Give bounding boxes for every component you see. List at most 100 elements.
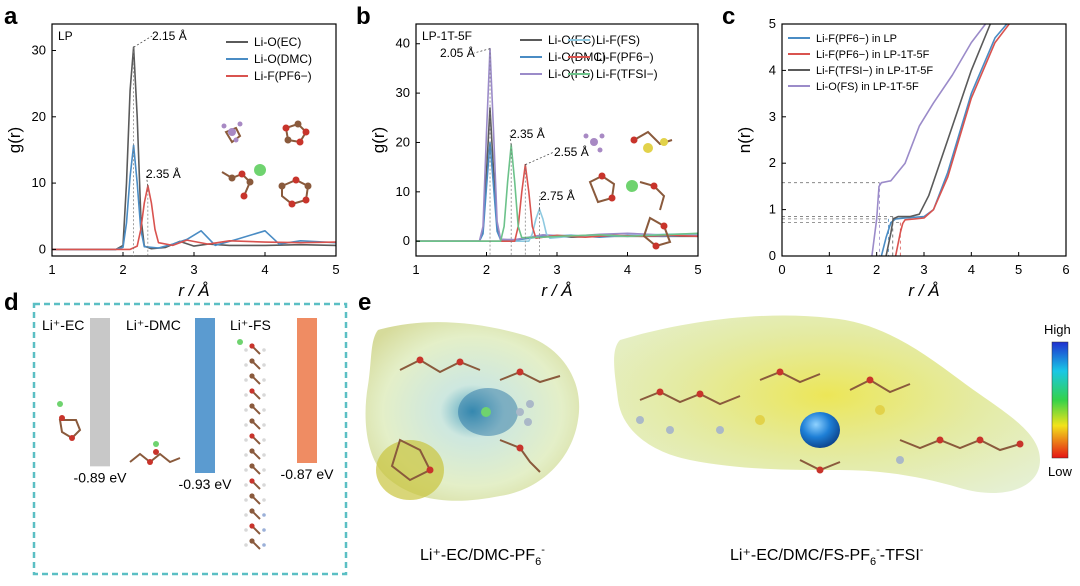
chart-b-ytick-label-0: 0 [403,233,410,248]
chart-a-legend-label-li-f-pf6: Li-F(PF6−) [254,69,312,83]
molecule-li-fs [237,339,266,550]
panel-letter-d: d [4,289,19,316]
chart-c-series-li-o-fs-in-lp-1t-5f [871,23,987,257]
binding-energy-panel: Li⁺-EC Li⁺-DMC Li⁺-FS -0.89 eV -0.93 eV -0… [32,302,348,576]
chart-panel-c: 0 1 2 3 4 5 6 0 1 2 3 4 5 r / Å n(r) Li-F(PF6−) in LP Li… [735,16,1070,300]
fs-chain-atom-0 [249,343,255,349]
fs-chain-h-10 [244,498,248,502]
chart-b-annotation-leader-0 [473,48,491,54]
panel-letter-e: e [358,289,371,316]
fs-chain-h2-6 [262,438,266,442]
fs-chain-atom-9 [249,478,255,484]
chart-b-annotation-2: 2.55 Å [554,144,589,159]
fs-chain-h2-7 [262,453,266,457]
complex-label-li-dmc: Li⁺-DMC [126,317,181,333]
chart-b-ytick-label-10: 10 [396,184,410,199]
chart-a-series-li-o-dmc [52,144,337,251]
chart-a-xtick-label-3: 3 [190,262,197,277]
fs-chain-h2-12 [262,528,266,532]
chart-c-xtick-label-6: 6 [1062,262,1069,277]
chart-a-xtick-label-1: 1 [48,262,55,277]
fs-chain-h-13 [244,543,248,547]
chart-b-ytick-label-40: 40 [396,36,410,51]
chart-c-legend-label-li-o-fs-in-lp-1t-5f: Li-O(FS) in LP-1T-5F [816,81,919,93]
fs-chain-h2-1 [262,363,266,367]
fs-chain-atom-2 [249,373,255,379]
fs-chain-atom-3 [249,388,255,394]
fs-chain-atom-1 [249,358,255,364]
binding-energy-label-0: -0.89 eV [74,469,128,485]
chart-c-series-li-f-pf6-in-lp [880,23,1008,257]
panel-letter-a: a [4,3,18,30]
colorbar [1051,341,1069,459]
fs-chain-atom-7 [249,448,255,454]
chart-a-ytick-label-0: 0 [39,241,46,256]
chart-a-ylabel: g(r) [5,127,24,153]
fs-chain-h-3 [244,393,248,397]
chart-b-series-li-f-tfsi [416,144,699,242]
panel-d-border [32,302,348,576]
chart-b-annotation-3: 2.75 Å [540,188,575,203]
chart-c-xtick-label-3: 3 [920,262,927,277]
chart-a-xtick-label-2: 2 [119,262,126,277]
chart-c-ytick-label-1: 1 [769,202,776,217]
fs-chain-atom-11 [249,508,255,514]
chart-b-xtick-label-4: 4 [624,262,631,277]
fs-chain-h-12 [244,528,248,532]
esp-surface-right [614,315,1040,493]
fs-chain-h2-3 [262,393,266,397]
fs-chain-atom-10 [249,493,255,499]
fs-chain-h2-9 [262,483,266,487]
chart-a-ytick-label-10: 10 [32,175,46,190]
fs-chain-h2-4 [262,408,266,412]
fs-chain-h-0 [244,348,248,352]
fs-chain-li [237,339,243,345]
fs-chain-atom-4 [249,403,255,409]
fs-chain-h2-0 [262,348,266,352]
chart-a-xtick-label-4: 4 [261,262,268,277]
chart-a-tag: LP [58,29,73,43]
fs-chain-atom-5 [249,418,255,424]
binding-energy-bar-0 [90,318,110,467]
chart-c-series-li-f-pf6-in-lp-1t-5f [894,23,1010,257]
molecule-li-ec [57,401,82,441]
fs-chain-atom-6 [249,433,255,439]
chart-c-xtick-label-0: 0 [778,262,785,277]
chart-a-annotation-leader-0 [133,35,153,48]
fs-chain-h-5 [244,423,248,427]
fs-chain-atom-8 [249,463,255,469]
fs-chain-h-4 [244,408,248,412]
fs-chain-atom-12 [249,523,255,529]
chart-c-xlabel: r / Å [908,281,939,300]
chart-panel-a: 1 2 3 4 5 0 10 20 30 r / Å g(r) LP 2.15 Å 2.35 Å Li-O(… [5,23,340,300]
chart-b-xtick-label-5: 5 [694,262,701,277]
chart-b-annotation-leader-2 [525,151,555,166]
fs-chain-atom-13 [249,538,255,544]
chart-panel-b: 1 2 3 4 5 0 10 20 30 40 r / Å g(r) LP-1T-5F 2.05 Å 2.3… [369,23,702,300]
fs-chain-h-6 [244,438,248,442]
chart-c-legend-label-li-f-pf6-in-lp-1t-5f: Li-F(PF6−) in LP-1T-5F [816,49,930,61]
chart-b-legend-label-li-f-fs: Li-F(FS) [596,33,640,47]
chart-a-ytick-label-30: 30 [32,43,46,58]
fs-chain-h2-13 [262,543,266,547]
esp-label-right: Li⁺-EC/DMC/FS-PF6--TFSI- [730,544,924,568]
chart-c-xtick-label-5: 5 [1015,262,1022,277]
chart-b-xtick-label-3: 3 [553,262,560,277]
chart-a-annotation-leader-1 [145,173,149,186]
chart-c-xtick-label-4: 4 [968,262,975,277]
chart-b-legend-label-li-f-pf6: Li-F(PF6−) [596,50,654,64]
molecule-illustration-b [583,130,673,250]
fs-chain-h2-2 [262,378,266,382]
chart-b-annotation-1: 2.35 Å [510,126,545,141]
chart-a-ytick-label-20: 20 [32,109,46,124]
esp-label-left: Li⁺-EC/DMC-PF6- [420,544,545,568]
chart-b-xlabel: r / Å [541,281,572,300]
chart-c-xtick-label-1: 1 [826,262,833,277]
fs-chain-h-7 [244,453,248,457]
binding-energy-bar-1 [195,318,215,473]
colorbar-low-label: Low [1048,464,1072,479]
panel-letter-c: c [722,3,735,30]
chart-c-ytick-label-3: 3 [769,109,776,124]
chart-b-ytick-label-30: 30 [396,85,410,100]
chart-c-ytick-label-5: 5 [769,16,776,31]
